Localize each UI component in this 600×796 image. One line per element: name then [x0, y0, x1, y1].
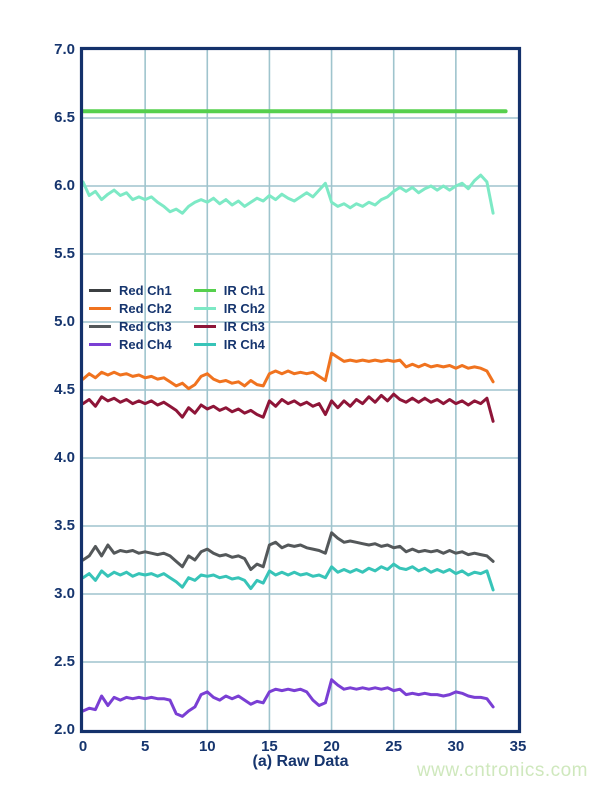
- y-tick-label: 2.0: [54, 721, 75, 738]
- legend-swatch-line: [193, 306, 216, 310]
- x-tick-label: 15: [261, 738, 278, 755]
- watermark-text: www.cntronics.com: [416, 760, 588, 781]
- legend-label: Red Ch2: [119, 300, 172, 316]
- legend-label: IR Ch1: [223, 282, 265, 298]
- legend-swatch-line: [193, 342, 216, 346]
- y-tick-label: 3.5: [54, 517, 75, 534]
- legend-label: IR Ch4: [223, 336, 265, 352]
- legend-item: IR Ch4: [193, 335, 265, 353]
- series-line-red-ch3: [81, 531, 495, 571]
- series-line-ir-ch4: [81, 562, 495, 592]
- legend-label: IR Ch2: [223, 300, 265, 316]
- legend-swatch-line: [193, 288, 216, 292]
- legend-swatch-line: [89, 324, 111, 328]
- legend-swatch-line: [89, 306, 111, 310]
- x-tick-label: 10: [198, 738, 216, 755]
- x-tick-label: 25: [385, 738, 403, 755]
- legend-swatch-line: [89, 288, 111, 292]
- legend-item: Red Ch4: [89, 335, 172, 353]
- y-tick-label: 6.0: [54, 177, 75, 194]
- legend-label: Red Ch4: [119, 336, 172, 352]
- legend-item: Red Ch1: [89, 281, 172, 299]
- legend-item: Red Ch3: [89, 317, 172, 335]
- x-axis-label: (a) Raw Data: [252, 753, 349, 770]
- legend-label: Red Ch1: [119, 282, 172, 298]
- x-tick-label: 20: [323, 738, 340, 755]
- x-tick-label: 30: [447, 738, 465, 755]
- series-line-ir-ch3: [81, 392, 495, 423]
- y-tick-label: 4.0: [54, 449, 75, 466]
- legend-label: IR Ch3: [223, 318, 265, 334]
- plot-frame: [79, 46, 522, 734]
- legend-swatch-line: [193, 324, 216, 328]
- y-tick-label: 6.5: [54, 109, 75, 126]
- series-line-red-ch2: [81, 351, 495, 391]
- x-tick-label: 5: [140, 738, 150, 755]
- series-line-ir-ch2: [81, 173, 495, 215]
- legend-label: Red Ch3: [119, 318, 172, 334]
- legend-swatch-line: [89, 342, 111, 346]
- legend-column-red: Red Ch1 Red Ch2 Red Ch3 Red Ch4: [89, 281, 172, 353]
- series-line-red-ch4: [81, 678, 495, 718]
- y-tick-label: 3.0: [54, 585, 75, 602]
- y-tick-label: 7.0: [54, 41, 75, 58]
- y-tick-label: 5.5: [54, 245, 75, 262]
- legend-item: IR Ch3: [193, 317, 265, 335]
- y-tick-label: 4.5: [54, 381, 75, 398]
- legend: Red Ch1 Red Ch2 Red Ch3 Red Ch4 IR Ch1 IR Ch…: [89, 281, 265, 353]
- y-tick-label: 2.5: [54, 653, 75, 670]
- y-tick-label: 5.0: [54, 313, 75, 330]
- x-tick-label: 0: [78, 738, 88, 755]
- legend-item: IR Ch2: [193, 299, 265, 317]
- legend-item: IR Ch1: [193, 281, 265, 299]
- legend-item: Red Ch2: [89, 299, 172, 317]
- x-tick-label: 35: [509, 738, 527, 755]
- legend-column-ir: IR Ch1 IR Ch2 IR Ch3 IR Ch4: [193, 281, 265, 353]
